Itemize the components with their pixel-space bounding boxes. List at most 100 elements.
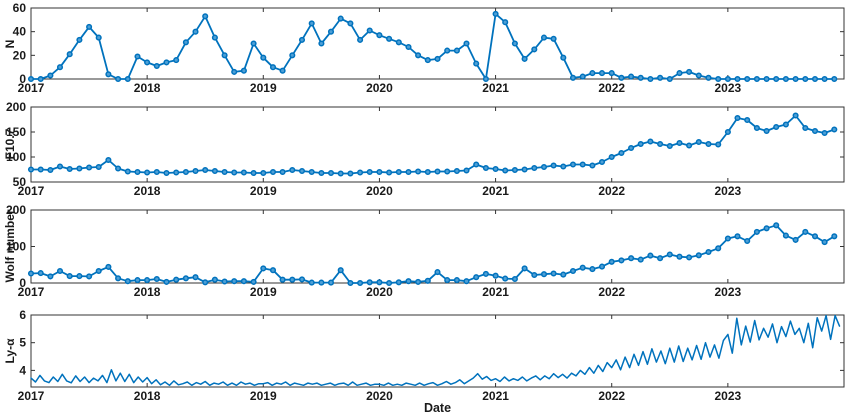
data-point-marker <box>444 47 451 54</box>
data-point-marker <box>831 75 838 83</box>
data-point-marker <box>124 75 131 83</box>
data-point-marker <box>473 161 480 168</box>
y-axis-label-f107: F10.7 <box>3 128 17 160</box>
data-point-marker <box>657 74 664 81</box>
data-point-marker <box>540 34 548 41</box>
data-point-marker <box>318 169 325 177</box>
data-point-marker <box>695 252 702 259</box>
data-point-marker <box>250 169 257 177</box>
data-point-marker <box>192 167 199 175</box>
data-point-marker <box>579 161 586 168</box>
data-point-marker <box>792 75 799 83</box>
data-point-marker <box>298 36 306 43</box>
data-point-marker <box>47 166 54 174</box>
data-point-marker <box>482 164 489 172</box>
data-point-marker <box>376 32 383 39</box>
data-point-marker <box>366 168 373 176</box>
data-point-marker <box>173 169 180 176</box>
data-point-marker <box>618 149 625 157</box>
data-point-marker <box>628 73 635 80</box>
data-point-marker <box>415 168 422 175</box>
data-point-marker <box>153 275 160 283</box>
x-tick-label: 2020 <box>366 285 393 299</box>
data-point-marker <box>269 64 277 71</box>
data-point-marker <box>115 275 122 282</box>
series-line-wolf-number <box>30 224 836 284</box>
y-tick-label: 0 <box>19 72 26 86</box>
data-point-marker <box>298 276 306 283</box>
data-point-marker <box>686 254 693 261</box>
data-point-marker <box>289 276 296 283</box>
data-point-marker <box>715 75 722 83</box>
data-point-marker <box>628 144 635 152</box>
data-point-marker <box>144 169 151 176</box>
y-tick-label: 100 <box>6 240 26 254</box>
data-point-marker <box>415 52 422 59</box>
data-point-marker <box>37 75 44 83</box>
data-point-marker <box>211 34 218 41</box>
data-point-marker <box>347 170 354 177</box>
data-point-marker <box>540 271 548 278</box>
data-point-marker <box>308 168 315 176</box>
data-point-marker <box>569 74 577 81</box>
data-point-marker <box>27 270 35 277</box>
data-point-marker <box>279 276 286 283</box>
data-point-marker <box>134 168 141 176</box>
data-point-marker <box>637 140 644 148</box>
data-point-marker <box>405 43 412 51</box>
data-point-marker <box>357 169 364 176</box>
y-axis-label-wolf-number: Wolf number <box>3 209 17 283</box>
data-point-marker <box>453 47 460 54</box>
data-point-marker <box>502 167 509 174</box>
data-point-marker <box>182 39 189 46</box>
data-point-marker <box>492 10 499 17</box>
data-point-marker <box>386 169 393 176</box>
data-point-marker <box>231 68 238 75</box>
data-point-marker <box>763 225 770 232</box>
data-point-marker <box>657 140 664 148</box>
data-point-marker <box>560 54 567 61</box>
data-point-marker <box>76 165 83 172</box>
data-point-marker <box>811 127 819 135</box>
data-point-marker <box>260 54 267 61</box>
panel-border <box>30 106 845 183</box>
data-point-marker <box>376 168 383 176</box>
data-point-marker <box>56 163 64 170</box>
data-point-marker <box>589 70 596 77</box>
x-tick-label: 2021 <box>482 285 509 299</box>
data-point-marker <box>550 270 557 277</box>
panel-f107: 2017 2018 2019 2020 2021 2022 2023 50 100 150 200 <box>6 100 845 198</box>
data-point-marker <box>705 140 712 148</box>
data-point-marker <box>705 74 712 81</box>
data-point-marker <box>511 166 518 174</box>
data-point-marker <box>618 257 625 264</box>
data-point-marker <box>76 36 83 43</box>
data-point-marker <box>695 138 702 146</box>
data-point-marker <box>308 279 315 286</box>
series-line-lyman-alpha <box>30 314 841 387</box>
y-tick-label: 0 <box>19 276 26 290</box>
data-point-marker <box>444 277 451 284</box>
data-point-marker <box>579 264 586 271</box>
data-point-marker <box>415 278 422 285</box>
data-point-marker <box>463 40 470 47</box>
data-point-marker <box>811 75 819 83</box>
data-point-marker <box>37 166 44 173</box>
data-point-marker <box>724 128 731 136</box>
data-point-marker <box>676 70 683 77</box>
data-point-marker <box>753 75 760 83</box>
x-tick-label: 2019 <box>250 389 277 403</box>
data-point-marker <box>550 162 557 169</box>
data-point-marker <box>821 129 828 137</box>
data-point-marker <box>657 255 664 262</box>
data-point-marker <box>637 74 644 81</box>
data-point-marker <box>366 279 373 286</box>
data-point-marker <box>569 161 577 168</box>
data-point-marker <box>637 256 644 263</box>
data-point-marker <box>511 275 518 283</box>
data-point-marker <box>666 75 673 83</box>
data-point-marker <box>250 40 257 47</box>
data-point-marker <box>502 275 509 282</box>
